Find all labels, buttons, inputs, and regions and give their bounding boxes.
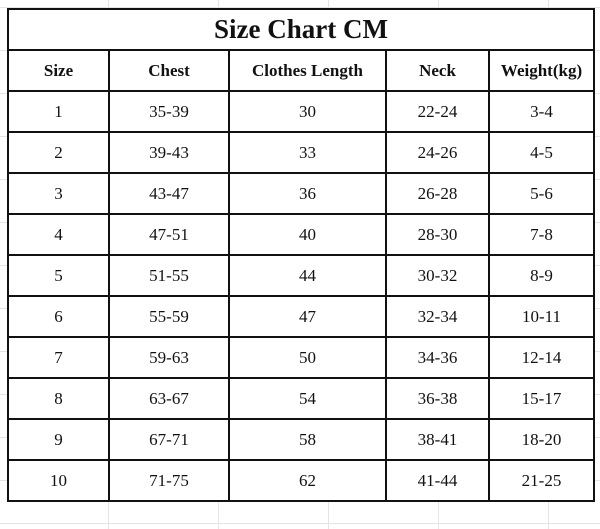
- table-cell: 36: [228, 172, 387, 215]
- table-cell: 40: [228, 213, 387, 256]
- table-row: 1 35-39 30 22-24 3-4: [7, 90, 596, 133]
- table-row: 5 51-55 44 30-32 8-9: [7, 254, 596, 297]
- table-cell: 15-17: [487, 377, 596, 420]
- table-cell: 2: [7, 131, 110, 174]
- table-cell: 47: [228, 295, 387, 338]
- table-cell: 41-44: [385, 459, 490, 502]
- table-row: 8 63-67 54 36-38 15-17: [7, 377, 596, 420]
- table-cell: 34-36: [385, 336, 490, 379]
- size-chart-table: Size Chart CM Size Chest Clothes Length Nec…: [6, 8, 596, 502]
- table-row: 3 43-47 36 26-28 5-6: [7, 172, 596, 215]
- table-cell: 7-8: [487, 213, 596, 256]
- table-cell: 50: [228, 336, 387, 379]
- table-cell: 4-5: [487, 131, 596, 174]
- table-cell: 47-51: [108, 213, 230, 256]
- table-cell: 5: [7, 254, 110, 297]
- table-cell: 67-71: [108, 418, 230, 461]
- column-header: Neck: [385, 49, 490, 92]
- table-cell: 24-26: [385, 131, 490, 174]
- table-cell: 8-9: [487, 254, 596, 297]
- table-cell: 10: [7, 459, 110, 502]
- table-cell: 10-11: [487, 295, 596, 338]
- table-cell: 18-20: [487, 418, 596, 461]
- table-row: 7 59-63 50 34-36 12-14: [7, 336, 596, 379]
- table-row: 4 47-51 40 28-30 7-8: [7, 213, 596, 256]
- table-cell: 54: [228, 377, 387, 420]
- table-cell: 39-43: [108, 131, 230, 174]
- table-cell: 58: [228, 418, 387, 461]
- table-row: 10 71-75 62 41-44 21-25: [7, 459, 596, 502]
- table-cell: 3-4: [487, 90, 596, 133]
- table-cell: 28-30: [385, 213, 490, 256]
- table-cell: 32-34: [385, 295, 490, 338]
- table-cell: 38-41: [385, 418, 490, 461]
- table-cell: 43-47: [108, 172, 230, 215]
- table-cell: 4: [7, 213, 110, 256]
- table-title: Size Chart CM: [6, 8, 596, 51]
- table-cell: 35-39: [108, 90, 230, 133]
- table-cell: 21-25: [487, 459, 596, 502]
- table-cell: 44: [228, 254, 387, 297]
- table-cell: 71-75: [108, 459, 230, 502]
- table-cell: 6: [7, 295, 110, 338]
- table-cell: 59-63: [108, 336, 230, 379]
- table-cell: 1: [7, 90, 110, 133]
- column-header: Chest: [108, 49, 230, 92]
- table-cell: 3: [7, 172, 110, 215]
- table-cell: 30: [228, 90, 387, 133]
- table-cell: 63-67: [108, 377, 230, 420]
- table-cell: 12-14: [487, 336, 596, 379]
- table-cell: 7: [7, 336, 110, 379]
- table-cell: 55-59: [108, 295, 230, 338]
- column-header: Clothes Length: [228, 49, 387, 92]
- table-cell: 22-24: [385, 90, 490, 133]
- table-cell: 5-6: [487, 172, 596, 215]
- table-row: 2 39-43 33 24-26 4-5: [7, 131, 596, 174]
- table-row: 6 55-59 47 32-34 10-11: [7, 295, 596, 338]
- column-header: Size: [7, 49, 110, 92]
- table-cell: 62: [228, 459, 387, 502]
- column-header: Weight(kg): [487, 49, 596, 92]
- table-cell: 30-32: [385, 254, 490, 297]
- table-cell: 8: [7, 377, 110, 420]
- table-row: 9 67-71 58 38-41 18-20: [7, 418, 596, 461]
- table-cell: 51-55: [108, 254, 230, 297]
- table-cell: 9: [7, 418, 110, 461]
- header-row: Size Chest Clothes Length Neck Weight(kg): [7, 49, 596, 92]
- table-cell: 33: [228, 131, 387, 174]
- table-cell: 36-38: [385, 377, 490, 420]
- table-cell: 26-28: [385, 172, 490, 215]
